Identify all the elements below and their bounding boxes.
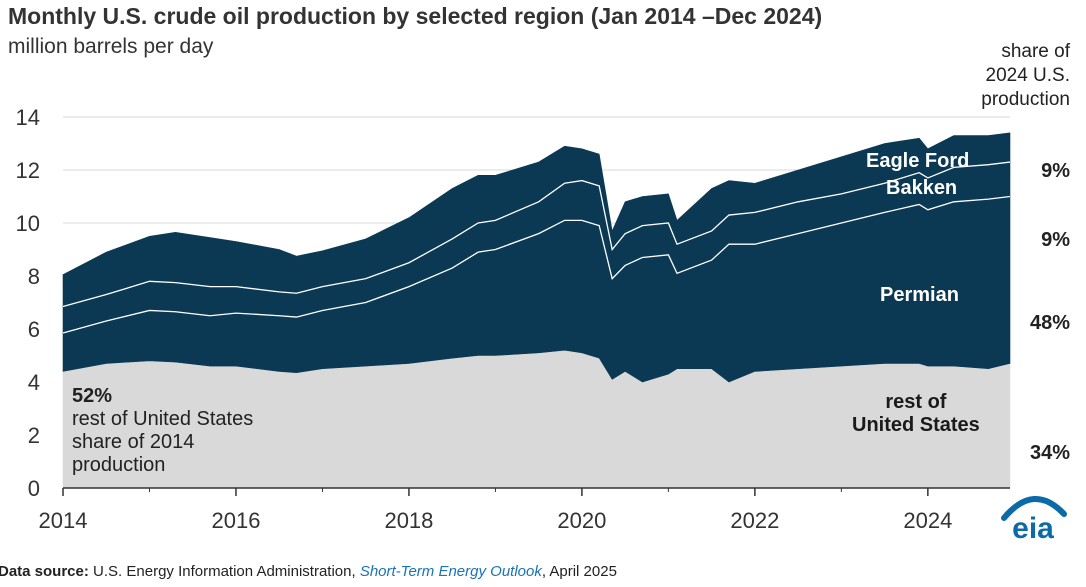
annotation-line-1: rest of United States [72,408,254,430]
data-source: Data source: U.S. Energy Information Adm… [0,563,617,580]
label-rest-line-1: rest of [885,391,947,413]
share-permian: 48% [1029,312,1070,334]
source-date: , April 2025 [541,563,617,580]
label-rest-of-us: rest of United States [852,391,980,437]
source-agency: U.S. Energy Information Administration, [88,563,360,580]
source-prefix: Data source: [0,563,89,580]
label-rest-line-2: United States [852,414,980,436]
label-bakken: Bakken [886,177,958,199]
share-heading-line-3: production [981,89,1070,110]
share-heading-line-1: share of [1001,41,1070,62]
x-tick-label-2018: 2018 [384,508,433,533]
eia-logo-arc-icon [1001,495,1067,521]
y-tick-label-10: 10 [16,211,40,236]
source-publication: Short-Term Energy Outlook [359,563,542,580]
axis-layer: 0 2 4 6 8 10 12 14 2014 2016 2018 2020 2022 2024 [16,105,1010,533]
x-tick-label-2014: 2014 [39,508,88,533]
y-tick-label-2: 2 [28,423,40,448]
eia-logo-text: eia [1012,512,1054,544]
chart-subtitle: million barrels per day [8,35,214,58]
x-tick-label-2016: 2016 [211,508,260,533]
annotation-line-2: share of 2014 [72,431,195,453]
boundary-line-bakken [62,161,1011,308]
y-tick-label-4: 4 [28,370,40,395]
share-bakken: 9% [1041,229,1070,251]
x-tick-label-2024: 2024 [903,508,952,533]
y-tick-label-8: 8 [28,264,40,289]
x-tick-label-2022: 2022 [730,508,779,533]
area-layer [62,132,1011,489]
share-heading-line-2: 2024 U.S. [985,65,1071,86]
y-tick-label-6: 6 [28,317,40,342]
label-permian: Permian [880,284,959,306]
label-eagle-ford: Eagle Ford [866,150,970,172]
x-tick-label-2020: 2020 [557,508,606,533]
y-tick-label-14: 14 [16,105,40,130]
chart-title: Monthly U.S. crude oil production by sel… [8,3,823,29]
eia-logo: eia [1001,495,1067,544]
annotation-line-3: production [72,454,166,476]
y-tick-label-0: 0 [28,476,40,501]
annotation-2014-share: 52% rest of United States share of 2014 … [72,385,253,477]
share-heading: share of 2024 U.S. production [981,40,1070,112]
annotation-percent: 52% [72,385,113,407]
y-tick-label-12: 12 [16,158,40,183]
boundary-line-permian [62,195,1011,334]
share-rest: 34% [1029,442,1070,464]
share-eagle-ford: 9% [1041,160,1070,182]
